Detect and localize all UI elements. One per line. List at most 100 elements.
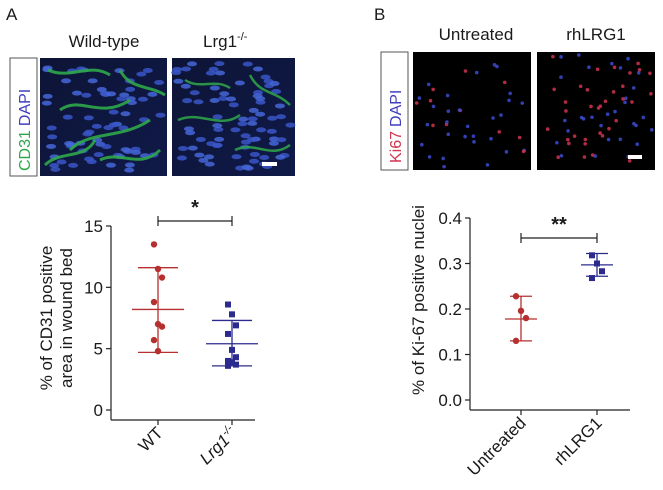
nucleus [274,103,285,109]
nucleus [62,114,73,120]
nucleus [237,121,248,127]
data-point [599,268,605,275]
nucleus [599,123,603,128]
data-point [225,301,231,308]
nucleus [445,120,449,124]
nucleus [607,126,611,131]
nucleus [240,133,251,139]
nucleus [108,109,119,115]
nucleus [84,156,95,162]
nucleus [266,128,277,134]
nucleus [182,98,193,104]
nucleus [83,115,94,121]
nucleus [243,165,254,171]
panel-b-letter: B [374,5,385,24]
nucleus [634,123,638,128]
nucleus [108,122,119,128]
nucleus [275,114,286,120]
nucleus [441,156,445,161]
data-point [225,362,231,369]
panel-a-stain-box [9,57,38,177]
nucleus [552,87,556,92]
nucleus [61,78,72,84]
nucleus [256,127,267,133]
nucleus [624,96,628,101]
nucleus [489,136,493,141]
nucleus [567,141,571,146]
data-point [233,361,239,368]
nucleus [590,153,595,157]
nucleus [631,86,636,90]
nucleus [576,53,581,57]
nucleus [581,117,586,121]
nucleus [93,152,104,158]
nucleus [587,65,591,70]
nucleus [636,61,640,66]
nucleus [474,70,479,75]
nucleus [180,83,191,89]
nucleus [231,154,242,160]
micrograph-lrg1 [171,58,296,176]
panel-a-col-wildtype: Wild-type [69,32,140,51]
nucleus [124,167,135,173]
data-point [229,346,235,353]
nucleus [176,155,187,161]
nucleus [485,163,490,167]
nucleus [228,102,239,108]
nucleus [521,149,526,154]
nucleus [275,154,286,160]
panel-b-stain-dapi: DAPI [388,90,405,127]
nucleus [572,134,577,138]
y-tick-label: 15 [84,217,103,236]
micrograph-untreated [413,52,531,170]
panel-b-col-rhlrg1: rhLRG1 [566,25,626,44]
data-point [517,307,525,315]
nucleus [565,137,570,142]
nucleus [49,163,60,169]
nucleus [556,155,560,160]
nucleus [185,130,196,136]
nucleus [598,104,603,108]
nucleus [446,132,451,137]
nucleus [215,70,226,76]
data-point [154,265,162,273]
nucleus [623,100,627,105]
nucleus [119,92,130,98]
nucleus [563,100,568,104]
nucleus [463,134,467,139]
nucleus [472,140,476,144]
nucleus [193,99,204,105]
data-point [150,298,158,306]
nucleus [212,123,223,129]
nucleus [268,140,279,146]
nucleus [606,137,611,142]
nucleus [194,152,205,158]
nucleus [614,118,618,123]
nucleus [271,88,282,94]
panel-a-col-lrg1-sup: -/- [237,31,248,43]
nucleus [46,125,57,131]
nucleus [414,101,419,105]
data-point [512,337,520,345]
nucleus [226,96,237,102]
nucleus [428,98,433,103]
nucleus [147,91,158,97]
nucleus [68,162,79,168]
nucleus [155,112,166,118]
nucleus [442,164,446,169]
nucleus [212,114,223,120]
nucleus [71,90,82,96]
nucleus [214,61,225,67]
nucleus [178,145,189,151]
y-tick-label: 0.1 [438,346,462,365]
panel-a-stain-dapi: DAPI [17,89,34,126]
x-category-label: Untreated [464,413,530,479]
nucleus [269,81,280,87]
nucleus [585,88,590,92]
nucleus [627,159,632,163]
y-tick-label: 0.0 [438,391,462,410]
nucleus [42,93,53,99]
nucleus [641,115,646,120]
nucleus [463,69,468,73]
nucleus [445,93,450,98]
